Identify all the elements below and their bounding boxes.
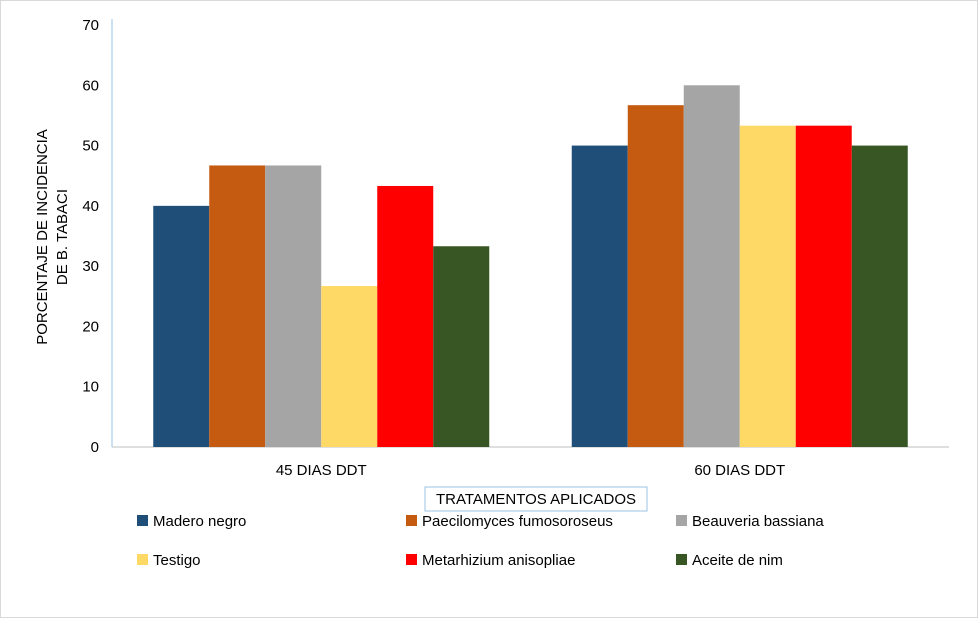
bar bbox=[433, 246, 490, 447]
legend-swatch bbox=[676, 515, 687, 526]
legend: Madero negro Paecilomyces fumosoroseus Bea… bbox=[137, 513, 824, 569]
bar bbox=[627, 105, 684, 448]
x-tick-label: 45 DIAS DDT bbox=[276, 462, 367, 479]
bar bbox=[153, 205, 210, 447]
y-tick-label: 30 bbox=[82, 258, 99, 275]
legend-swatch bbox=[676, 554, 687, 565]
y-tick-label: 20 bbox=[82, 318, 99, 335]
y-tick-label: 0 bbox=[91, 439, 99, 456]
bar bbox=[795, 125, 852, 448]
bar bbox=[571, 145, 628, 448]
bars bbox=[153, 85, 908, 448]
legend-item: Madero negro bbox=[137, 513, 246, 530]
x-tick-label: 60 DIAS DDT bbox=[694, 462, 785, 479]
legend-item: Metarhizium anisopliae bbox=[406, 552, 575, 569]
legend-label: Paecilomyces fumosoroseus bbox=[422, 513, 613, 530]
legend-swatch bbox=[137, 554, 148, 565]
y-tick-label: 60 bbox=[82, 77, 99, 94]
bar bbox=[377, 185, 434, 447]
legend-item: Beauveria bassiana bbox=[676, 513, 824, 530]
bar bbox=[209, 165, 266, 448]
legend-label: Beauveria bassiana bbox=[692, 513, 824, 530]
legend-swatch bbox=[406, 515, 417, 526]
bar bbox=[739, 125, 796, 448]
bar bbox=[683, 85, 740, 448]
x-tick-labels: 45 DIAS DDT 60 DIAS DDT bbox=[276, 462, 785, 479]
y-tick-label: 10 bbox=[82, 379, 99, 396]
legend-label: Testigo bbox=[153, 552, 201, 569]
legend-label: Aceite de nim bbox=[692, 552, 783, 569]
bar bbox=[321, 286, 378, 447]
y-tick-label: 50 bbox=[82, 138, 99, 155]
bar bbox=[851, 145, 908, 448]
bar bbox=[265, 165, 322, 448]
y-axis-title-line: PORCENTAJE DE INCIDENCIA bbox=[34, 129, 51, 345]
y-axis-title: PORCENTAJE DE INCIDENCIA DE B. TABACI bbox=[34, 129, 71, 345]
legend-item: Paecilomyces fumosoroseus bbox=[406, 513, 613, 530]
legend-swatch bbox=[406, 554, 417, 565]
legend-label: Metarhizium anisopliae bbox=[422, 552, 575, 569]
legend-swatch bbox=[137, 515, 148, 526]
y-axis-title-line: DE B. TABACI bbox=[54, 189, 71, 285]
y-tick-label: 70 bbox=[82, 17, 99, 34]
legend-item: Aceite de nim bbox=[676, 552, 783, 569]
legend-item: Testigo bbox=[137, 552, 201, 569]
x-axis-title: TRATAMENTOS APLICADOS bbox=[436, 491, 636, 508]
x-axis-title-box bbox=[424, 486, 648, 512]
legend-label: Madero negro bbox=[153, 513, 246, 530]
y-tick-label: 40 bbox=[82, 198, 99, 215]
y-tick-labels: 0 10 20 30 40 50 60 70 bbox=[82, 17, 99, 456]
